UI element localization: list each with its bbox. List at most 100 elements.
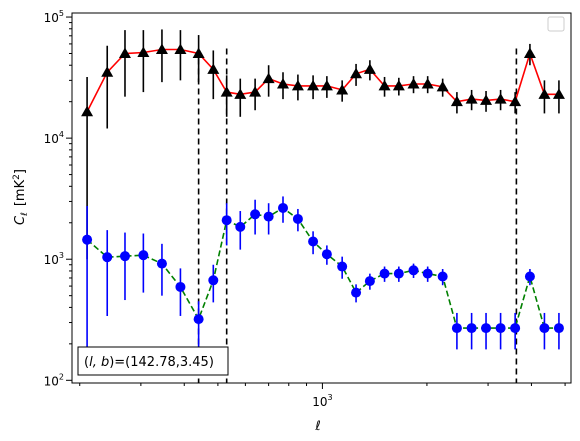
series-1-point-1 (102, 252, 113, 263)
series-1-point-20 (393, 268, 404, 279)
y-tick-label-0: 102 (44, 372, 64, 388)
y-tick-label-3-exponent: 5 (59, 9, 64, 18)
series-0-point-17 (350, 67, 363, 79)
series-1-point-23 (437, 271, 448, 282)
series-1-point-6 (193, 314, 204, 325)
series-1-point-28 (510, 323, 521, 334)
series-1-point-17 (351, 287, 362, 298)
series-1-point-25 (466, 323, 477, 334)
x-tick-label-0-base: 10 (312, 395, 327, 409)
series-0-point-21 (407, 77, 420, 89)
y-tick-label-1-exponent: 3 (59, 251, 64, 260)
series-0-point-28 (509, 95, 522, 107)
series-0-point-9 (234, 88, 247, 99)
y-tick-label-2-base: 10 (44, 132, 59, 146)
series-0-point-4 (155, 43, 168, 54)
location-annotation: (l, b)=(142.78,3.45) (77, 346, 229, 376)
series-0-point-24 (450, 95, 463, 107)
series-0-point-29 (523, 47, 536, 58)
series-0-point-27 (494, 93, 507, 104)
series-0-point-19 (378, 79, 391, 91)
series-0-point-13 (291, 79, 304, 91)
annotation-vars: l, b (89, 355, 109, 370)
series-0-point-5 (174, 43, 187, 54)
y-axis-unit-exponent: 2 (12, 174, 22, 180)
series-0-point-15 (320, 79, 333, 91)
series-1-point-31 (553, 323, 564, 334)
series-1-point-5 (175, 281, 186, 292)
series-1-point-26 (481, 323, 492, 334)
series-0-point-16 (336, 83, 349, 95)
series-0-point-7 (207, 63, 220, 74)
y-axis-symbol: C (13, 215, 28, 225)
series-0-point-1 (101, 66, 114, 77)
series-0-point-6 (192, 47, 205, 58)
series-0-point-31 (552, 88, 565, 99)
series-0-point-22 (421, 77, 434, 89)
series-1-point-0 (82, 234, 93, 245)
y-tick-label-0-base: 10 (44, 374, 59, 388)
series-1-point-29 (524, 271, 535, 282)
y-tick-label-2-exponent: 4 (59, 130, 64, 139)
series-1-point-18 (364, 276, 375, 287)
series-0-point-26 (480, 94, 493, 105)
series-1-point-24 (451, 323, 462, 334)
series-1-point-11 (263, 211, 274, 222)
y-axis-subscript: ℓ (20, 212, 30, 217)
series-0-point-23 (436, 80, 449, 92)
series-layer (81, 29, 565, 359)
series-0-point-11 (262, 72, 275, 84)
series-1-point-22 (422, 268, 433, 279)
series-0-point-12 (277, 77, 290, 89)
series-0-point-8 (220, 86, 233, 97)
series-0-point-2 (118, 47, 131, 58)
y-tick-label-2: 104 (44, 130, 64, 146)
annotation-prefix: ( (84, 355, 89, 370)
y-tick-label-3-base: 10 (44, 11, 59, 25)
series-0-point-10 (249, 86, 262, 97)
series-1-point-16 (337, 261, 348, 272)
series-0-point-20 (392, 79, 405, 91)
series-0-point-14 (307, 79, 320, 91)
series-1-point-30 (539, 323, 550, 334)
series-1-point-4 (156, 258, 167, 269)
series-1-point-3 (138, 250, 149, 261)
series-1-point-14 (308, 236, 319, 247)
series-1-point-13 (292, 213, 303, 224)
legend (547, 16, 565, 32)
legend-frame (547, 16, 565, 32)
series-1-point-27 (495, 323, 506, 334)
y-tick-label-1-base: 10 (44, 253, 59, 267)
y-axis-unit: [mK (13, 179, 28, 206)
series-0-point-30 (538, 88, 551, 99)
y-axis-unit-close: ] (13, 169, 28, 174)
plot-frame (71, 12, 572, 384)
series-1-point-8 (221, 215, 232, 226)
series-0 (81, 29, 565, 260)
y-tick-label-3: 105 (44, 9, 64, 25)
x-tick-label-0: 103 (312, 393, 332, 409)
x-tick-label-0-exponent: 3 (328, 393, 333, 402)
series-1-point-10 (250, 209, 261, 220)
y-tick-label-1: 103 (44, 251, 64, 267)
series-0-point-0 (81, 105, 94, 117)
series-1 (82, 196, 564, 359)
series-0-point-3 (137, 46, 150, 57)
series-1-point-19 (379, 268, 390, 279)
y-tick-label-0-exponent: 2 (59, 372, 64, 381)
series-1-point-7 (208, 275, 219, 286)
annotation-box (77, 346, 229, 376)
series-0-point-25 (465, 93, 478, 104)
series-0-point-18 (363, 63, 376, 74)
y-axis-label: Cℓ [mK2] (12, 169, 30, 225)
annotation-text: (l, b)=(142.78,3.45) (84, 355, 214, 370)
series-1-point-12 (278, 202, 289, 213)
series-1-point-21 (408, 265, 419, 276)
annotation-suffix: )=(142.78,3.45) (109, 355, 214, 370)
series-1-point-2 (119, 251, 130, 262)
x-axis-label: ℓ (314, 419, 320, 434)
series-1-point-9 (235, 221, 246, 232)
series-1-point-15 (321, 249, 332, 260)
